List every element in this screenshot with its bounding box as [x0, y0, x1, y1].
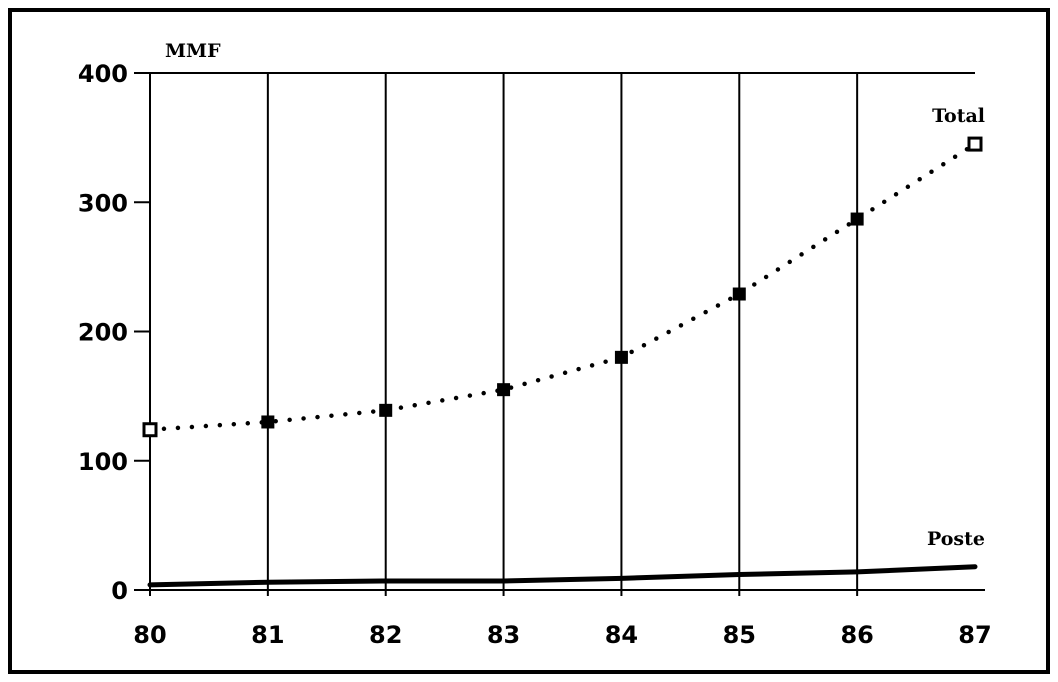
y-tick-label-300: 300	[78, 189, 128, 217]
x-tick-label-83: 83	[487, 621, 520, 649]
series-line-poste	[147, 564, 978, 588]
x-tick-label-80: 80	[133, 621, 166, 649]
data-point-total-85	[732, 287, 746, 301]
y-tick-label-100: 100	[78, 448, 128, 476]
data-point-total-82	[379, 403, 393, 417]
x-tick-label-86: 86	[840, 621, 873, 649]
data-point-total-83	[497, 383, 511, 397]
y-axis-label: MMF	[165, 40, 221, 62]
series-poste	[147, 564, 978, 588]
chart-frame	[8, 8, 1050, 674]
x-tick-label-85: 85	[723, 621, 756, 649]
data-point-total-80	[142, 422, 158, 438]
y-tick-label-0: 0	[111, 577, 128, 605]
x-tick-label-84: 84	[605, 621, 638, 649]
data-point-total-86	[850, 212, 864, 226]
series-label-total: Total	[932, 105, 985, 127]
x-tick-label-87: 87	[958, 621, 991, 649]
y-tick-label-400: 400	[78, 60, 128, 88]
data-point-total-81	[261, 415, 275, 429]
y-tick-label-200: 200	[78, 319, 128, 347]
axes	[134, 72, 985, 591]
series-total	[142, 136, 983, 438]
x-tick-label-82: 82	[369, 621, 402, 649]
series-line-total	[147, 141, 978, 432]
grid-lines	[149, 73, 859, 596]
data-point-total-84	[614, 350, 628, 364]
tick-labels: 80 81 82 83 84 85 86 87 0 100 200 300 400	[78, 60, 992, 649]
series-label-poste: Poste	[927, 528, 985, 550]
data-point-total-87	[967, 136, 983, 152]
x-tick-label-81: 81	[251, 621, 284, 649]
